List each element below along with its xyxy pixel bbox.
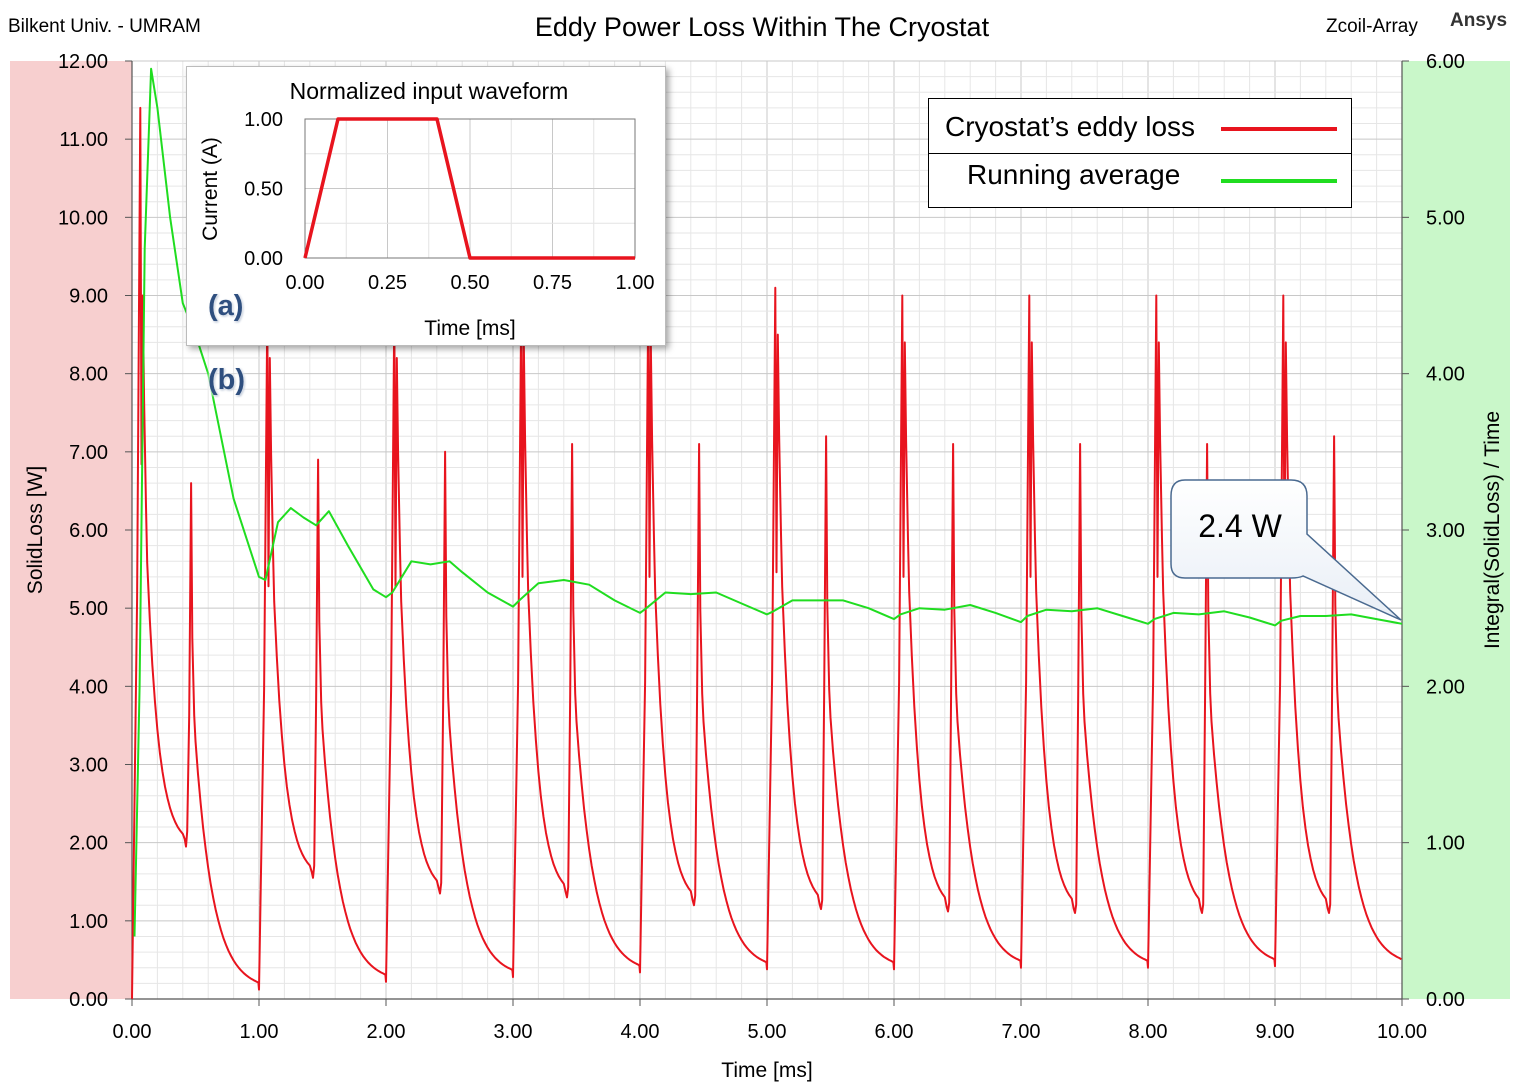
x-tick-label: 2.00 — [367, 1021, 406, 1043]
chart-title: Eddy Power Loss Within The Cryostat — [534, 12, 990, 42]
y-tick-label: 6.00 — [69, 520, 108, 542]
y-tick-label: 4.00 — [69, 676, 108, 698]
legend-item-running-average: Running average — [929, 153, 1351, 207]
x-tick-label: 0.00 — [113, 1021, 152, 1043]
brand-logo-text: Ansys — [1450, 10, 1508, 31]
inset-x-tick-label: 1.00 — [616, 272, 655, 294]
tick-labels: 0.00 1.00 2.00 3.00 4.00 5.00 6.00 7.00 8.00 9.00… — [58, 51, 1465, 1043]
legend-label-running-average: Running average — [967, 159, 1181, 190]
y-tick-label: 0.00 — [69, 989, 108, 1011]
y2-tick-label: 5.00 — [1426, 207, 1465, 229]
inset-chart: Normalized input waveform 0.00 0.25 0.50 0.… — [186, 66, 666, 346]
inset-x-tick-label: 0.75 — [533, 272, 572, 294]
callout-bubble — [1170, 479, 1402, 621]
x-tick-label: 9.00 — [1256, 1021, 1295, 1043]
legend-label-eddy-loss: Cryostat’s eddy loss — [945, 111, 1196, 142]
inset-chart-svg: Normalized input waveform 0.00 0.25 0.50 0.… — [199, 78, 654, 340]
y-tick-label: 11.00 — [59, 129, 108, 151]
inset-series-waveform-line — [303, 117, 635, 260]
y2-tick-label: 0.00 — [1426, 989, 1465, 1011]
legend-swatch-eddy-loss — [1221, 127, 1337, 131]
y2-tick-label: 2.00 — [1426, 676, 1465, 698]
y-tick-label: 5.00 — [69, 598, 108, 620]
y-tick-label: 3.00 — [69, 755, 108, 777]
inset-x-tick-label: 0.00 — [286, 272, 325, 294]
x-tick-label: 10.00 — [1377, 1021, 1427, 1043]
inset-title: Normalized input waveform — [290, 78, 569, 104]
y-tick-label: 8.00 — [69, 364, 108, 386]
inset-y-tick-label: 1.00 — [244, 109, 283, 131]
inset-tick-labels: 0.00 0.25 0.50 0.75 1.00 0.00 0.50 1.00 — [244, 109, 654, 294]
y2-tick-label: 4.00 — [1426, 364, 1465, 386]
header-right-text: Zcoil-Array — [1326, 16, 1418, 37]
legend-divider — [929, 153, 1351, 154]
y-tick-label: 10.00 — [58, 207, 108, 229]
x-tick-label: 4.00 — [621, 1021, 660, 1043]
inset-y-axis-label: Current (A) — [199, 137, 222, 241]
x-tick-label: 7.00 — [1002, 1021, 1041, 1043]
series-running-average-line — [133, 67, 1403, 937]
callout-value: 2.4 W — [1198, 508, 1282, 544]
left-axis-band — [10, 61, 132, 999]
y-tick-label: 12.00 — [58, 51, 108, 73]
y2-tick-label: 1.00 — [1426, 833, 1465, 855]
legend: Cryostat’s eddy loss Running average — [928, 98, 1352, 208]
y-tick-label: 9.00 — [69, 286, 108, 308]
y2-tick-label: 3.00 — [1426, 520, 1465, 542]
x-tick-label: 5.00 — [748, 1021, 787, 1043]
series-eddy-loss-line — [131, 106, 1402, 1000]
y-tick-label: 2.00 — [69, 833, 108, 855]
x-tick-label: 1.00 — [240, 1021, 279, 1043]
legend-swatch-running-average — [1221, 179, 1337, 183]
x-axis-label: Time [ms] — [721, 1059, 812, 1082]
y-tick-label: 1.00 — [69, 911, 108, 933]
inset-series-layer — [303, 117, 635, 260]
inset-x-tick-label: 0.50 — [451, 272, 490, 294]
inset-y-tick-label: 0.50 — [244, 179, 283, 201]
panel-label-a: (a) — [208, 290, 244, 322]
y-tick-label: 7.00 — [69, 442, 108, 464]
inset-grid-lines — [304, 118, 636, 259]
series-layer — [131, 67, 1403, 1000]
panel-label-b: (b) — [208, 364, 246, 396]
y2-axis-label: Integral(SolidLoss) / Time — [1481, 411, 1504, 649]
inset-x-tick-label: 0.25 — [368, 272, 407, 294]
right-axis-band — [1402, 61, 1510, 999]
x-tick-label: 6.00 — [875, 1021, 914, 1043]
y2-tick-label: 6.00 — [1426, 51, 1465, 73]
inset-x-axis-label: Time [ms] — [424, 317, 515, 340]
y-axis-label: SolidLoss [W] — [24, 466, 47, 594]
x-tick-label: 8.00 — [1129, 1021, 1168, 1043]
legend-item-eddy-loss: Cryostat’s eddy loss — [929, 99, 1351, 153]
x-tick-label: 3.00 — [494, 1021, 533, 1043]
header-left-text: Bilkent Univ. - UMRAM — [8, 16, 201, 37]
inset-y-tick-label: 0.00 — [244, 248, 283, 270]
